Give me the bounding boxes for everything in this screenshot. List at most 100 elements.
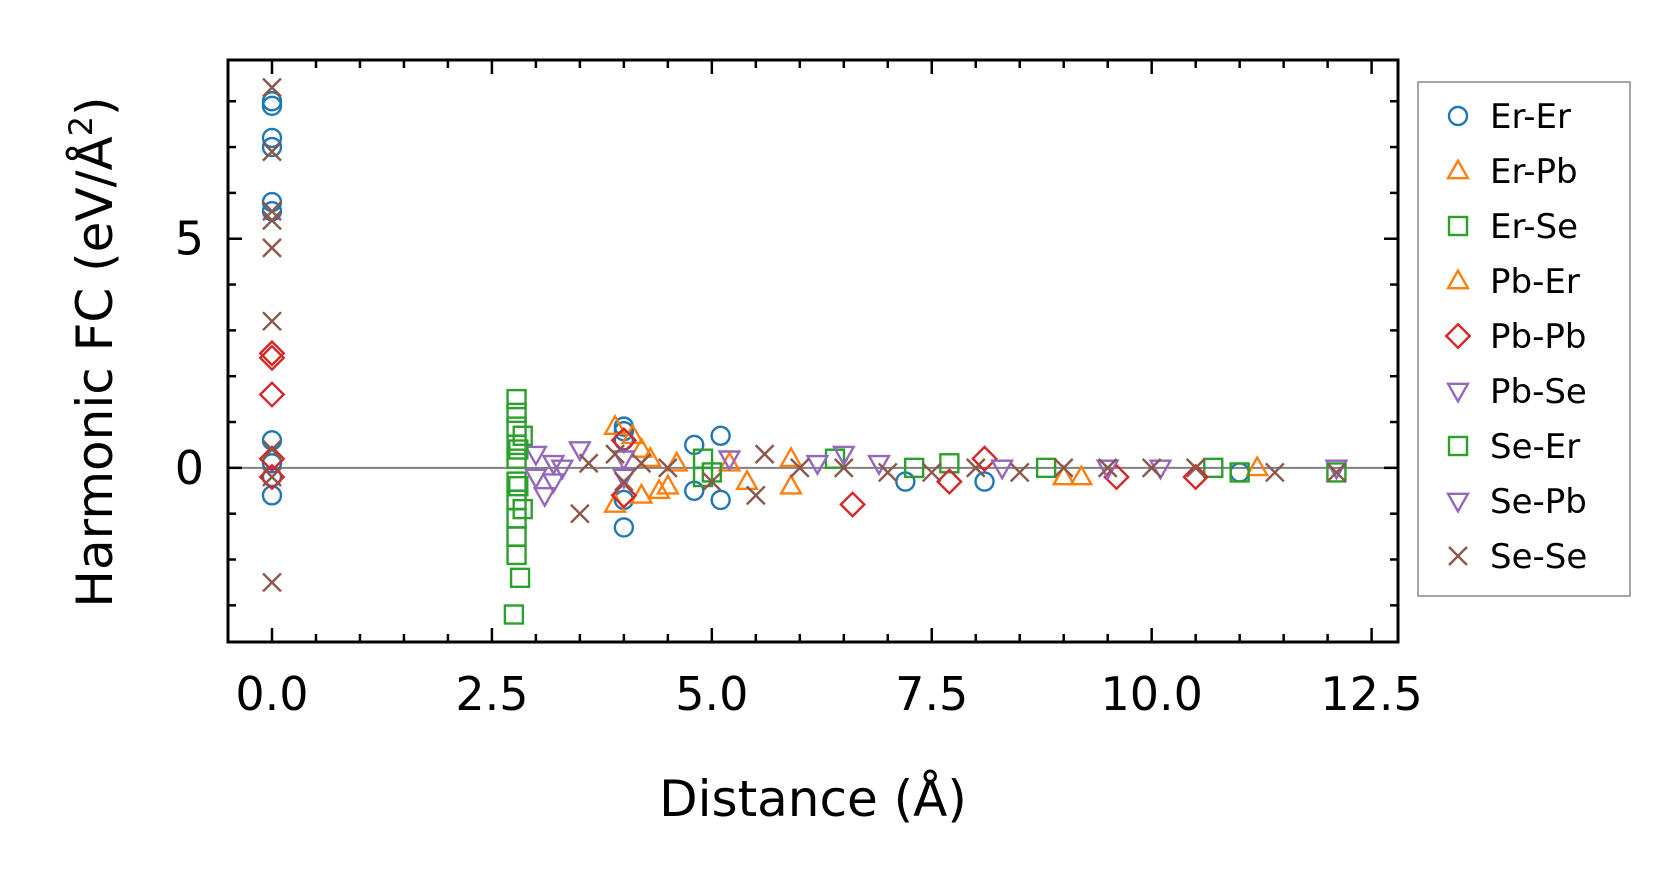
data-point — [701, 471, 722, 492]
axis-ticks — [226, 60, 1398, 642]
data-point — [735, 468, 759, 491]
data-point — [965, 458, 986, 478]
data-point — [745, 485, 766, 506]
legend-item: Pb-Pb — [1444, 317, 1586, 357]
data-point — [258, 344, 286, 372]
data-point — [831, 445, 856, 467]
data-point — [262, 311, 282, 332]
x-tick-label: 5.0 — [675, 667, 748, 721]
legend-marker — [1444, 322, 1472, 350]
legend-label: Er-Se — [1490, 207, 1578, 247]
y-tick-labels: 05 — [175, 212, 204, 495]
y-axis-label-close: ) — [66, 96, 124, 116]
legend-marker — [1447, 105, 1469, 127]
y-tick-label: 5 — [175, 212, 204, 266]
legend-marker — [1446, 268, 1470, 290]
legend-label: Pb-Se — [1490, 372, 1587, 412]
data-point — [611, 468, 636, 490]
x-tick-labels: 0.0 2.5 5.0 7.5 10.0 12.5 — [235, 667, 1422, 721]
data-points — [258, 77, 1349, 625]
data-point — [570, 503, 590, 524]
data-point — [261, 95, 283, 117]
data-point — [523, 445, 548, 467]
data-point — [508, 439, 529, 460]
data-point — [629, 482, 654, 504]
data-point — [262, 572, 282, 593]
data-point — [1053, 458, 1074, 478]
data-point — [512, 425, 533, 446]
data-point — [1035, 457, 1057, 479]
data-point — [638, 445, 663, 468]
legend-label: Pb-Er — [1490, 262, 1580, 302]
data-point — [935, 468, 963, 496]
legend-marker — [1446, 382, 1470, 404]
data-point — [578, 453, 599, 474]
data-point — [692, 466, 714, 488]
series-se-pb — [523, 445, 1173, 490]
legend-marker — [1448, 546, 1468, 566]
data-point — [839, 491, 866, 518]
data-point — [262, 201, 282, 222]
data-point — [523, 468, 548, 490]
data-point — [508, 475, 529, 497]
data-point — [1326, 462, 1347, 483]
data-point — [506, 402, 527, 424]
series-pb-er — [603, 464, 1094, 513]
y-axis-label: Harmonic FC (eV/Å2) — [62, 96, 124, 607]
data-point — [710, 425, 731, 446]
data-point — [512, 498, 533, 520]
data-point — [1229, 462, 1250, 483]
data-point — [631, 453, 652, 474]
series-se-er — [508, 439, 1250, 497]
data-point — [262, 141, 282, 162]
data-point — [261, 485, 283, 506]
data-point — [262, 467, 282, 487]
data-point — [717, 450, 742, 472]
data-point — [655, 473, 680, 495]
data-point — [509, 567, 531, 589]
x-tick-label: 7.5 — [895, 667, 968, 721]
legend-marker — [1446, 492, 1470, 514]
legend-label: Er-Er — [1490, 97, 1571, 137]
data-point — [262, 210, 282, 231]
data-point — [971, 445, 998, 473]
data-point — [1326, 462, 1347, 483]
legend-label: Se-Er — [1490, 427, 1580, 467]
data-point — [532, 486, 557, 509]
data-point — [614, 471, 634, 492]
data-point — [258, 445, 286, 473]
data-point — [1245, 455, 1270, 477]
data-point — [1324, 459, 1349, 481]
data-point — [1069, 464, 1094, 486]
data-point — [611, 450, 636, 472]
data-point — [541, 454, 566, 477]
data-point — [506, 388, 527, 410]
data-point — [1051, 464, 1076, 486]
data-point — [710, 489, 731, 511]
data-point — [647, 477, 672, 500]
data-point — [506, 526, 527, 547]
legend-item: Se-Er — [1447, 427, 1580, 467]
data-point — [567, 441, 592, 463]
legend-item: Er-Er — [1447, 97, 1571, 137]
legend-label: Se-Pb — [1490, 482, 1587, 522]
data-point — [867, 454, 891, 477]
legend-marker — [1447, 215, 1469, 237]
series-se-se — [262, 77, 1347, 593]
data-point — [262, 77, 282, 98]
data-point — [1095, 459, 1120, 481]
data-point — [789, 458, 810, 478]
data-point — [833, 458, 854, 478]
data-point — [261, 127, 283, 149]
data-point — [903, 457, 925, 479]
data-point — [664, 450, 689, 472]
data-point — [261, 136, 283, 158]
data-point — [1185, 458, 1206, 478]
data-point — [261, 453, 283, 474]
data-point — [610, 481, 638, 509]
data-point — [1141, 458, 1162, 478]
data-point — [1182, 463, 1210, 491]
data-point — [921, 462, 942, 483]
plot-frame — [226, 58, 1400, 644]
data-point — [1097, 458, 1118, 478]
